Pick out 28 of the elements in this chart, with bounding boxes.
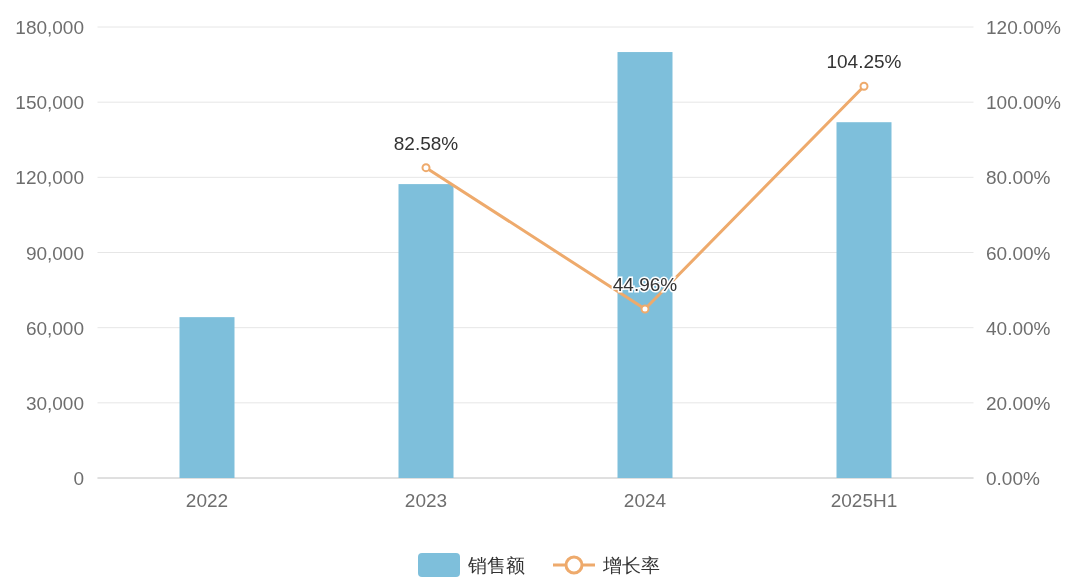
y2-tick-label: 80.00% xyxy=(986,167,1051,189)
legend-label: 增长率 xyxy=(602,555,660,576)
y-tick-label: 150,000 xyxy=(15,92,84,114)
y-tick-label: 120,000 xyxy=(15,167,84,189)
y-tick-label: 90,000 xyxy=(25,242,84,264)
data-label: 82.58% xyxy=(393,132,459,154)
y2-tick-label: 20.00% xyxy=(986,392,1051,414)
point xyxy=(421,163,431,173)
bar xyxy=(836,122,892,478)
y-tick-label: 30,000 xyxy=(25,392,84,414)
y-tick-label: 0 xyxy=(73,468,84,489)
y2-tick-label: 0.00% xyxy=(986,468,1040,489)
y2-tick-label: 40.00% xyxy=(986,317,1051,339)
bar xyxy=(179,317,235,478)
point xyxy=(640,304,650,314)
x-tick-label: 2025H1 xyxy=(830,490,898,511)
point xyxy=(859,81,869,91)
y2-tick-label: 60.00% xyxy=(986,242,1051,264)
y-tick-label: 60,000 xyxy=(25,317,84,339)
y2-tick-label: 120.00% xyxy=(986,17,1062,38)
bar xyxy=(398,184,454,478)
x-tick-label: 2023 xyxy=(404,490,448,511)
y-tick-label: 180,000 xyxy=(15,17,84,38)
legend-label: 销售额 xyxy=(467,555,525,576)
y2-tick-label: 100.00% xyxy=(986,92,1062,114)
x-tick-label: 2024 xyxy=(623,490,667,511)
data-label: 104.25% xyxy=(826,51,902,73)
x-tick-label: 2022 xyxy=(185,490,229,511)
